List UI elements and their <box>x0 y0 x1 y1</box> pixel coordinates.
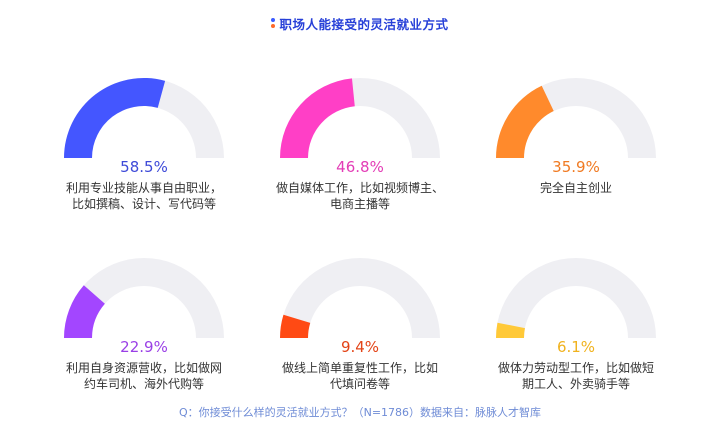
gauge-fill <box>280 314 311 338</box>
gauge-description-line: 约车司机、海外代购等 <box>83 377 204 391</box>
gauge-panel: 9.4% 做线上简单重复性工作，比如 代填问卷等 <box>252 250 468 420</box>
gauge-description: 做自媒体工作，比如视频博主、 电商主播等 <box>252 180 468 212</box>
gauge-description-line: 利用专业技能从事自由职业， <box>65 181 222 195</box>
title-bullet-icon <box>271 17 276 29</box>
gauge-track <box>64 258 224 338</box>
gauge-track <box>280 258 440 338</box>
gauge-description-line: 做自媒体工作，比如视频博主、 <box>275 181 444 195</box>
gauge-svg <box>280 78 440 158</box>
gauge-panel: 6.1% 做体力劳动型工作，比如做短 期工人、外卖骑手等 <box>468 250 684 420</box>
gauge-fill <box>64 77 166 158</box>
gauge-value-label: 35.9% <box>552 158 600 176</box>
gauge-panel: 35.9% 完全自主创业 <box>468 70 684 240</box>
gauge-panel: 46.8% 做自媒体工作，比如视频博主、 电商主播等 <box>252 70 468 240</box>
gauge-svg <box>280 258 440 338</box>
gauge-description-line: 比如撰稿、设计、写代码等 <box>71 197 216 211</box>
gauge-fill <box>496 85 554 158</box>
gauge-description-line: 代填问卷等 <box>329 377 390 391</box>
gauge-panel: 22.9% 利用自身资源营收，比如做网 约车司机、海外代购等 <box>36 250 252 420</box>
gauge-svg <box>496 258 656 338</box>
gauge-description: 利用专业技能从事自由职业， 比如撰稿、设计、写代码等 <box>36 180 252 212</box>
gauge-value-label: 46.8% <box>336 158 384 176</box>
gauge-description: 做线上简单重复性工作，比如 代填问卷等 <box>252 360 468 392</box>
gauge-description-line: 电商主播等 <box>329 197 390 211</box>
gauge-value-label: 58.5% <box>120 158 168 176</box>
gauge-value-label: 6.1% <box>556 338 596 356</box>
gauge-fill <box>496 322 525 338</box>
gauge-value-label: 22.9% <box>120 338 168 356</box>
gauge-description: 做体力劳动型工作，比如做短 期工人、外卖骑手等 <box>468 360 684 392</box>
gauge-value-label: 9.4% <box>340 338 380 356</box>
gauge-description: 利用自身资源营收，比如做网 约车司机、海外代购等 <box>36 360 252 392</box>
chart-title: 职场人能接受的灵活就业方式 <box>279 16 449 32</box>
gauge-description-line: 做线上简单重复性工作，比如 <box>281 361 438 375</box>
gauge-svg <box>496 78 656 158</box>
gauge-svg <box>64 77 224 158</box>
title-dot-blue <box>271 18 276 22</box>
gauge-description-line: 利用自身资源营收，比如做网 <box>65 361 222 375</box>
title-dot-orange <box>271 24 276 28</box>
gauge-description-line: 期工人、外卖骑手等 <box>521 377 630 391</box>
gauge-description-line: 做体力劳动型工作，比如做短 <box>497 361 654 375</box>
gauge-svg <box>64 258 224 338</box>
gauge-description-line: 完全自主创业 <box>539 181 612 195</box>
chart-header: 职场人能接受的灵活就业方式 <box>0 12 720 34</box>
gauge-fill <box>64 285 105 338</box>
gauge-panel: 58.5% 利用专业技能从事自由职业， 比如撰稿、设计、写代码等 <box>36 70 252 240</box>
gauge-fill <box>280 78 355 158</box>
gauge-track <box>496 258 656 338</box>
source-footnote: Q：你接受什么样的灵活就业方式？（N=1786）数据来自：脉脉人才智库 <box>178 406 542 419</box>
gauge-description: 完全自主创业 <box>468 180 684 196</box>
